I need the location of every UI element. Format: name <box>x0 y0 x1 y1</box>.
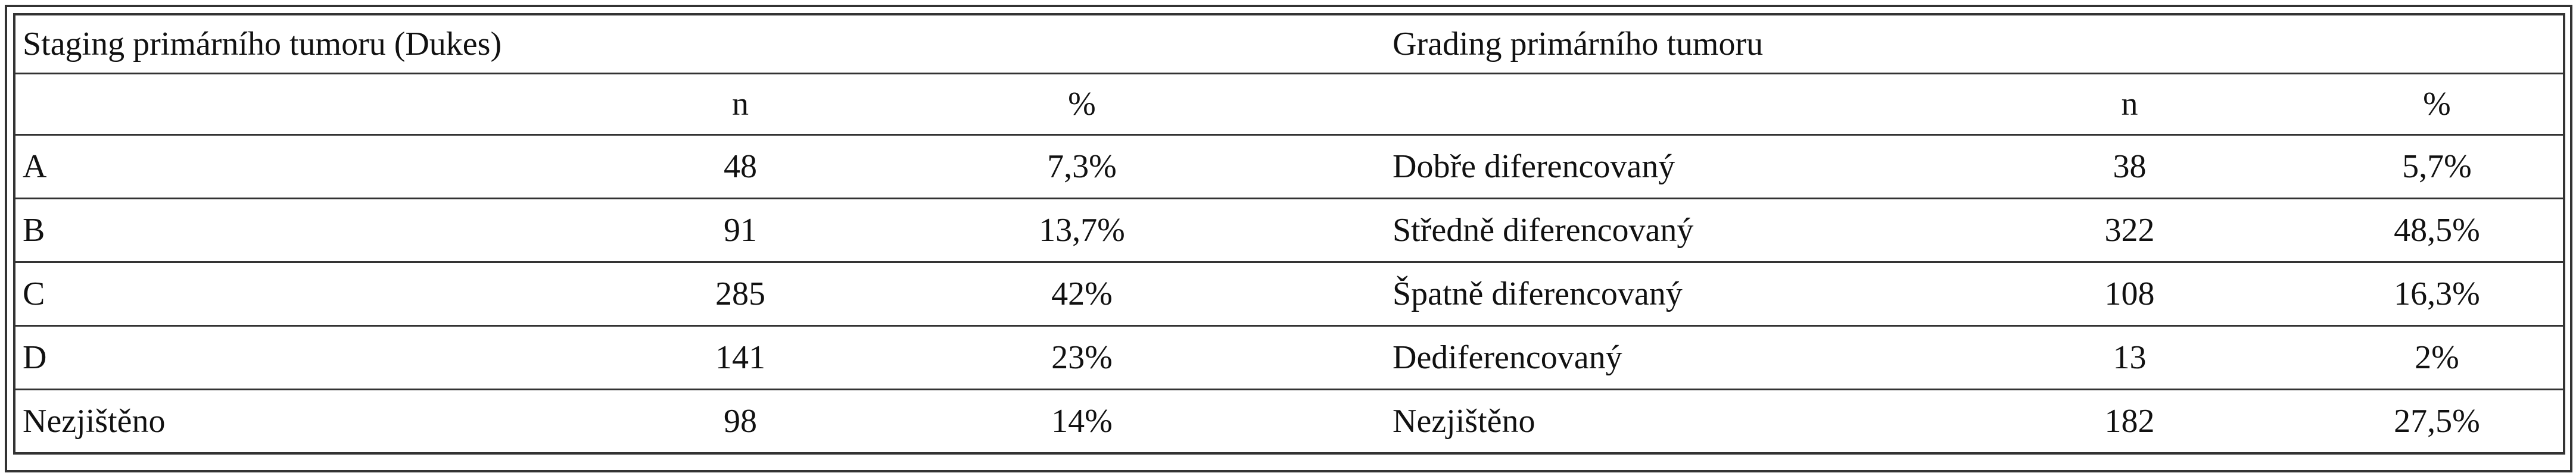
table-cell: 141 <box>546 325 935 390</box>
table-cell: 48,5% <box>2311 198 2564 262</box>
data-row: Nezjištěno 98 14% Nezjištěno 182 27,5% <box>14 389 2564 453</box>
column-header: % <box>935 73 1229 135</box>
table-cell: 48 <box>546 134 935 199</box>
table-cell: 13 <box>1948 325 2311 390</box>
table-cell: Dobře diferencovaný <box>1229 134 1948 199</box>
table-cell: 23% <box>935 325 1229 390</box>
table-cell: 7,3% <box>935 134 1229 199</box>
title-row: Staging primárního tumoru (Dukes) Grading… <box>14 13 2564 74</box>
column-header: n <box>546 73 935 135</box>
data-table: Staging primárního tumoru (Dukes) Grading… <box>13 13 2565 455</box>
table-cell: 38 <box>1948 134 2311 199</box>
table-cell: 14% <box>935 389 1229 453</box>
table-cell: 13,7% <box>935 198 1229 262</box>
header-spacer <box>14 73 546 135</box>
table-cell: 91 <box>546 198 935 262</box>
data-row: C 285 42% Špatně diferencovaný 108 16,3% <box>14 261 2564 326</box>
table-cell: 322 <box>1948 198 2311 262</box>
table-cell: Středně diferencovaný <box>1229 198 1948 262</box>
table-cell: 42% <box>935 261 1229 326</box>
column-header: n <box>1948 73 2311 135</box>
table-cell: A <box>14 134 546 199</box>
column-header: % <box>2311 73 2564 135</box>
table-cell: 98 <box>546 389 935 453</box>
header-spacer <box>1229 73 1948 135</box>
table-cell: C <box>14 261 546 326</box>
section-title: Staging primárního tumoru (Dukes) <box>14 13 1229 74</box>
table-cell: 5,7% <box>2311 134 2564 199</box>
table-cell: D <box>14 325 546 390</box>
table-cell: 285 <box>546 261 935 326</box>
frame: Staging primárního tumoru (Dukes) Grading… <box>5 5 2572 472</box>
table-cell: 108 <box>1948 261 2311 326</box>
table-cell: 182 <box>1948 389 2311 453</box>
data-row: D 141 23% Dediferencovaný 13 2% <box>14 325 2564 390</box>
section-title: Grading primárního tumoru <box>1229 13 2564 74</box>
data-row: A 48 7,3% Dobře diferencovaný 38 5,7% <box>14 134 2564 199</box>
table-cell: Nezjištěno <box>1229 389 1948 453</box>
data-row: B 91 13,7% Středně diferencovaný 322 48,5% <box>14 198 2564 262</box>
table-cell: Špatně diferencovaný <box>1229 261 1948 326</box>
table-cell: B <box>14 198 546 262</box>
table-cell: 16,3% <box>2311 261 2564 326</box>
table-cell: 27,5% <box>2311 389 2564 453</box>
table-cell: Dediferencovaný <box>1229 325 1948 390</box>
table-body: Staging primárního tumoru (Dukes) Grading… <box>14 13 2564 453</box>
header-row: n% n% <box>14 73 2564 135</box>
table-cell: Nezjištěno <box>14 389 546 453</box>
table-cell: 2% <box>2311 325 2564 390</box>
